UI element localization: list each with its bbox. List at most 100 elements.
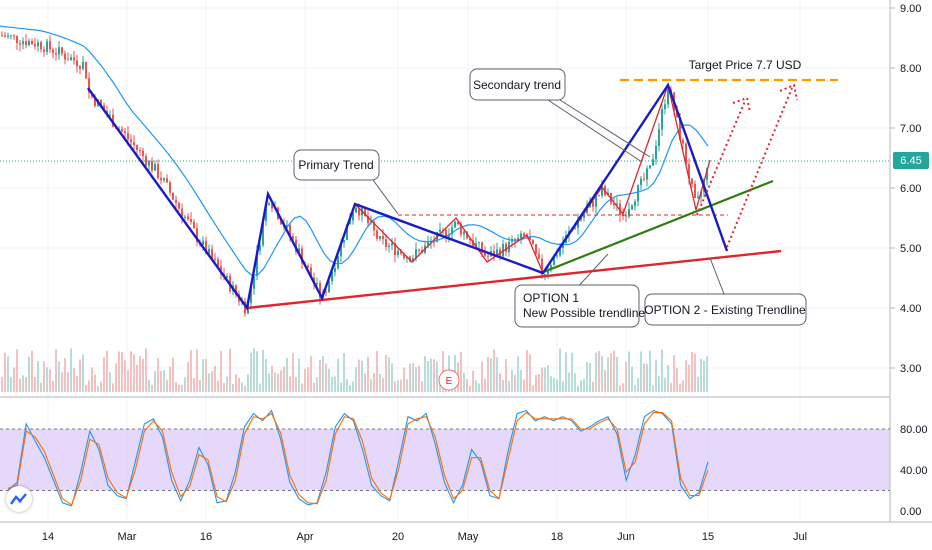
candle-body bbox=[328, 281, 330, 293]
volume-bar bbox=[607, 357, 609, 392]
candle-body bbox=[415, 249, 417, 259]
last-price-value: 6.45 bbox=[900, 155, 921, 167]
volume-bar bbox=[184, 377, 186, 392]
candle-body bbox=[121, 128, 123, 132]
candle-body bbox=[532, 240, 534, 245]
candle-body bbox=[169, 182, 171, 193]
volume-bar bbox=[97, 385, 99, 392]
candle-body bbox=[244, 301, 246, 314]
volume-bar bbox=[460, 351, 462, 392]
candle-body bbox=[154, 164, 156, 171]
volume-bar bbox=[64, 357, 66, 392]
existing-trendline[interactable] bbox=[246, 249, 782, 310]
candle-body bbox=[40, 42, 42, 50]
volume-bar bbox=[115, 363, 117, 392]
volume-bar bbox=[403, 367, 405, 392]
volume-bar bbox=[514, 374, 516, 392]
volume-bar bbox=[265, 359, 267, 392]
candle-body bbox=[76, 60, 78, 67]
candle-body bbox=[355, 207, 357, 213]
primary-trend-callout[interactable]: Primary Trend bbox=[293, 149, 399, 215]
volume-bar bbox=[40, 382, 42, 392]
tradingview-logo[interactable] bbox=[6, 486, 32, 512]
volume-bar bbox=[544, 367, 546, 392]
price-axis[interactable]: 9.00 8.00 7.00 6.00 5.00 4.00 3.00 80.00 40.00 0.… bbox=[890, 3, 928, 518]
candle-body bbox=[478, 242, 480, 244]
candle-body bbox=[178, 202, 180, 209]
candle-body bbox=[49, 41, 51, 50]
volume-bar bbox=[4, 352, 6, 392]
volume-bar bbox=[670, 382, 672, 392]
volume-bar bbox=[631, 366, 633, 392]
volume-bar bbox=[652, 385, 654, 392]
volume-bar bbox=[232, 384, 234, 392]
candle-body bbox=[634, 201, 636, 206]
volume-bar bbox=[703, 360, 705, 392]
stoch-tick-label: 80.00 bbox=[900, 424, 928, 436]
volume-bar bbox=[256, 351, 258, 392]
volume-bar bbox=[151, 385, 153, 392]
volume-bar bbox=[478, 383, 480, 392]
option2-callout[interactable]: OPTION 2 - Existing Trendline bbox=[644, 257, 807, 326]
volume-bar bbox=[367, 356, 369, 392]
projection-arrow-option1 bbox=[696, 100, 746, 216]
candle-body bbox=[82, 61, 84, 69]
candle-body bbox=[10, 35, 12, 37]
candle-body bbox=[217, 259, 219, 267]
volume-bar bbox=[364, 373, 366, 392]
volume-bar bbox=[412, 363, 414, 392]
volume-bar bbox=[610, 353, 612, 392]
candle-body bbox=[706, 168, 708, 180]
candle-body bbox=[301, 248, 303, 264]
price-tick-label: 9.00 bbox=[900, 3, 921, 15]
volume-bar bbox=[559, 348, 561, 392]
volume-bar bbox=[472, 370, 474, 392]
candle-body bbox=[541, 258, 543, 275]
volume-bar bbox=[235, 374, 237, 392]
secondary-trend-callout[interactable]: Secondary trend bbox=[469, 68, 651, 163]
candle-body bbox=[601, 186, 603, 196]
new-possible-trendline[interactable] bbox=[540, 179, 774, 275]
volume-bar bbox=[292, 353, 294, 392]
time-axis[interactable]: 14 Mar 16 Apr 20 May 18 Jun 15 Jul bbox=[42, 531, 807, 543]
candle-body bbox=[310, 267, 312, 278]
volume-bar bbox=[568, 372, 570, 392]
volume-bar bbox=[496, 357, 498, 392]
volume-bar bbox=[640, 351, 642, 392]
blue-zigzag-primary-trend[interactable] bbox=[87, 82, 729, 311]
option1-callout[interactable]: OPTION 1 New Possible trendline bbox=[514, 253, 645, 328]
price-tick-label: 5.00 bbox=[900, 243, 921, 255]
last-price-tag: 6.45 bbox=[893, 152, 929, 169]
candle-body bbox=[445, 229, 447, 237]
volume-bar bbox=[358, 359, 360, 392]
candle-body bbox=[43, 49, 45, 52]
candle-body bbox=[52, 49, 54, 54]
candle-body bbox=[418, 249, 420, 251]
candle-body bbox=[325, 291, 327, 293]
candle-body bbox=[340, 242, 342, 257]
candle-body bbox=[265, 204, 267, 221]
volume-bar bbox=[118, 351, 120, 392]
volume-bar bbox=[388, 357, 390, 392]
volume-bar bbox=[394, 381, 396, 392]
candle-body bbox=[484, 252, 486, 256]
volume-bar bbox=[547, 365, 549, 392]
volume-bar bbox=[52, 380, 54, 392]
candle-body bbox=[457, 221, 459, 224]
candle-body bbox=[400, 250, 402, 254]
time-tick-label: 15 bbox=[702, 531, 714, 543]
volume-bar bbox=[289, 376, 291, 392]
candle-body bbox=[289, 224, 291, 237]
candle-body bbox=[190, 219, 192, 223]
candle-body bbox=[208, 248, 210, 254]
candle-body bbox=[688, 164, 690, 179]
candle-body bbox=[196, 228, 198, 242]
time-tick-label: 20 bbox=[392, 531, 404, 543]
candle-body bbox=[553, 255, 555, 266]
earnings-badge[interactable]: E bbox=[438, 369, 460, 391]
candle-body bbox=[655, 145, 657, 160]
candle-body bbox=[61, 47, 63, 54]
candle-body bbox=[385, 239, 387, 247]
option1-title: OPTION 1 bbox=[523, 291, 579, 305]
